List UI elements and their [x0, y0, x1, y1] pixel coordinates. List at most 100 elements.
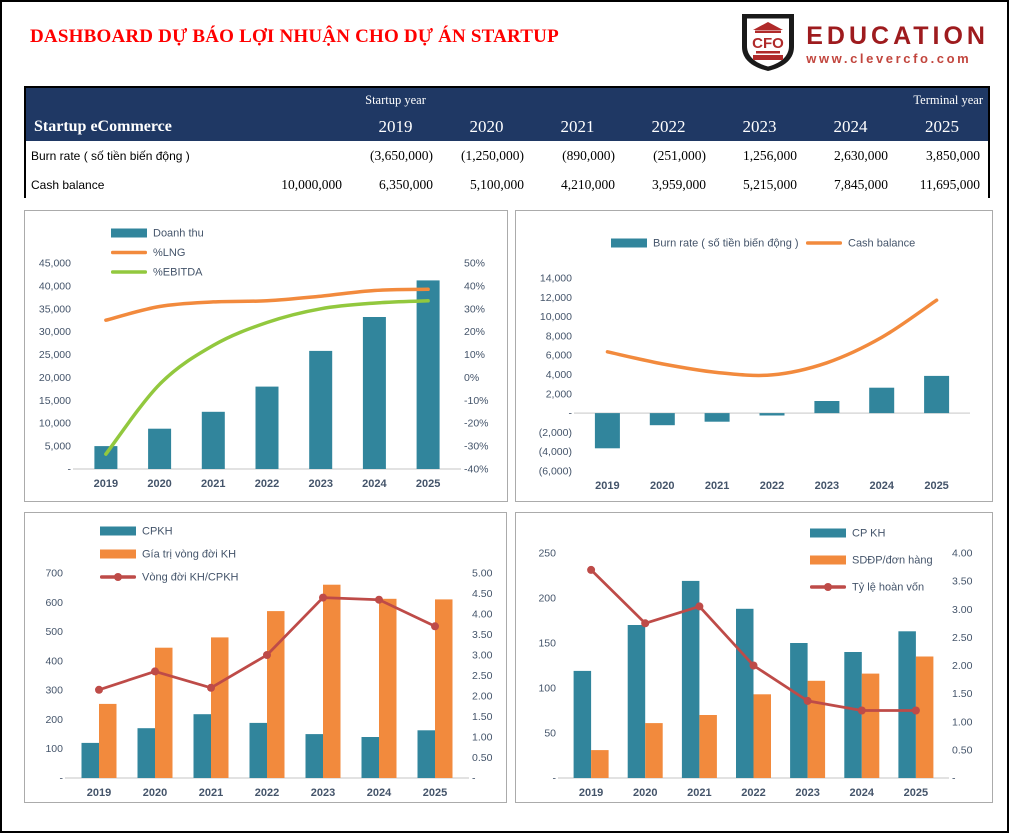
svg-text:-: - — [60, 773, 64, 785]
brand-name: EDUCATION — [806, 22, 989, 51]
legend: CPKH Gía trị vòng đời KH Vòng đời KH/CPKH — [100, 526, 239, 584]
table-cell: 4,210,000 — [532, 170, 623, 199]
svg-text:0.50: 0.50 — [952, 744, 973, 756]
svg-text:Tỷ lệ hoàn vốn: Tỷ lệ hoàn vốn — [852, 582, 924, 594]
x-axis-labels: 2019 2020 2021 2022 2023 2024 2025 — [87, 787, 447, 799]
header-spacer — [441, 88, 532, 112]
svg-text:2021: 2021 — [199, 787, 223, 799]
x-axis-labels: 2019 2020 2021 2022 2023 2024 2025 — [579, 787, 928, 799]
svg-text:30%: 30% — [464, 303, 485, 315]
svg-text:2023: 2023 — [311, 787, 335, 799]
svg-text:15,000: 15,000 — [39, 395, 71, 407]
line-Vòng đời KH/CPKH — [95, 593, 439, 694]
svg-text:2023: 2023 — [815, 480, 839, 492]
svg-text:2021: 2021 — [705, 480, 729, 492]
svg-text:(2,000): (2,000) — [539, 427, 572, 439]
x-axis-labels: 2019 2020 2021 2022 2023 2024 2025 — [94, 478, 441, 490]
svg-text:-10%: -10% — [464, 395, 489, 407]
svg-text:100: 100 — [45, 743, 63, 755]
svg-text:(6,000): (6,000) — [539, 466, 572, 478]
svg-text:-40%: -40% — [464, 464, 489, 476]
svg-text:20%: 20% — [464, 326, 485, 338]
line-Tỷ lệ hoàn vốn — [587, 565, 920, 715]
svg-text:Vòng đời KH/CPKH: Vòng đời KH/CPKH — [142, 572, 239, 584]
svg-text:Cash balance: Cash balance — [848, 238, 915, 250]
table-title: Startup eCommerce — [26, 112, 238, 141]
table-cell: (1,250,000) — [441, 141, 532, 170]
svg-text:6,000: 6,000 — [546, 350, 572, 362]
svg-text:5.00: 5.00 — [472, 568, 493, 580]
svg-text:400: 400 — [45, 655, 63, 667]
terminal-year-label: Terminal year — [896, 88, 988, 112]
svg-text:-30%: -30% — [464, 441, 489, 453]
svg-text:2020: 2020 — [147, 478, 171, 490]
left-axis-ticks: 250 200 150 100 50 - — [538, 548, 556, 785]
legend: CP KH SDĐP/đơn hàng Tỷ lệ hoàn vốn — [810, 528, 933, 594]
svg-text:8,000: 8,000 — [546, 330, 572, 342]
svg-text:2.00: 2.00 — [952, 660, 973, 672]
svg-text:2024: 2024 — [850, 787, 875, 799]
table-cell: (3,650,000) — [350, 141, 441, 170]
svg-text:4.00: 4.00 — [952, 548, 973, 560]
svg-text:50%: 50% — [464, 258, 485, 270]
table-cell: 3,850,000 — [896, 141, 988, 170]
legend: Doanh thu %LNG %EBITDA — [111, 228, 204, 279]
table-cell: 5,100,000 — [441, 170, 532, 199]
svg-text:500: 500 — [45, 626, 63, 638]
svg-text:2020: 2020 — [650, 480, 674, 492]
svg-text:2024: 2024 — [869, 480, 894, 492]
table-cell: 3,959,000 — [623, 170, 714, 199]
bars-Gía trị vòng đời KH — [99, 584, 453, 778]
svg-text:2,000: 2,000 — [546, 388, 572, 400]
table-row: Cash balance 10,000,000 6,350,000 5,100,000… — [26, 170, 988, 199]
svg-text:2.00: 2.00 — [472, 691, 493, 703]
header-spacer — [532, 88, 623, 112]
table-cell: 1,256,000 — [714, 141, 805, 170]
shield-cfo-text: CFO — [752, 35, 784, 52]
line-%LNG — [104, 287, 430, 322]
svg-text:2025: 2025 — [416, 478, 440, 490]
svg-text:4,000: 4,000 — [546, 369, 572, 381]
svg-text:4.00: 4.00 — [472, 609, 493, 621]
svg-text:2019: 2019 — [87, 787, 111, 799]
initial-value: 10,000,000 — [238, 170, 350, 199]
svg-text:2019: 2019 — [595, 480, 619, 492]
svg-text:2022: 2022 — [255, 787, 279, 799]
line-%EBITDA — [104, 299, 430, 456]
svg-text:12,000: 12,000 — [540, 292, 572, 304]
svg-text:2019: 2019 — [94, 478, 118, 490]
svg-text:200: 200 — [538, 593, 556, 605]
left-axis-ticks: 14,000 12,000 10,000 8,000 6,000 4,000 2,000 - (… — [539, 273, 573, 478]
svg-text:3.50: 3.50 — [472, 629, 493, 641]
table-cell: (890,000) — [532, 141, 623, 170]
svg-text:10,000: 10,000 — [540, 311, 572, 323]
svg-text:3.00: 3.00 — [472, 650, 493, 662]
header-spacer — [714, 88, 805, 112]
svg-text:2022: 2022 — [741, 787, 765, 799]
initial-value — [238, 141, 350, 170]
logo: CFO EDUCATION www.clevercfo.com — [739, 11, 989, 78]
year-header: 2022 — [623, 112, 714, 141]
cfo-shield-icon: CFO — [739, 11, 797, 78]
svg-text:2024: 2024 — [367, 787, 392, 799]
right-axis-ticks: 5.00 4.50 4.00 3.50 3.00 2.50 2.00 1.50 1.00 0.50… — [472, 568, 493, 785]
table-row: Burn rate ( số tiền biến động ) (3,650,00… — [26, 141, 988, 170]
header-spacer — [238, 112, 350, 141]
svg-text:1.50: 1.50 — [472, 711, 493, 723]
header-spacer — [238, 88, 350, 112]
svg-text:2020: 2020 — [633, 787, 657, 799]
chart-burnrate-cashbalance: 14,000 12,000 10,000 8,000 6,000 4,000 2,000 - (… — [539, 238, 970, 492]
svg-text:0.50: 0.50 — [472, 752, 493, 764]
svg-text:5,000: 5,000 — [45, 441, 71, 453]
startup-year-label: Startup year — [350, 88, 441, 112]
svg-text:300: 300 — [45, 685, 63, 697]
svg-text:2021: 2021 — [201, 478, 225, 490]
year-header: 2023 — [714, 112, 805, 141]
chart-cac-ltv: 700 600 500 400 300 200 100 - 5.00 4.50 4.00 3.50 3.… — [45, 526, 493, 800]
chart-cac-contribution: 250 200 150 100 50 - 4.00 3.50 3.00 2.50 2.00 1.50 1… — [538, 528, 973, 800]
svg-text:100: 100 — [538, 683, 556, 695]
svg-text:700: 700 — [45, 568, 63, 580]
svg-text:Gía trị vòng đời KH: Gía trị vòng đời KH — [142, 549, 236, 561]
header-spacer — [805, 88, 896, 112]
x-axis-labels: 2019 2020 2021 2022 2023 2024 2025 — [595, 480, 949, 492]
